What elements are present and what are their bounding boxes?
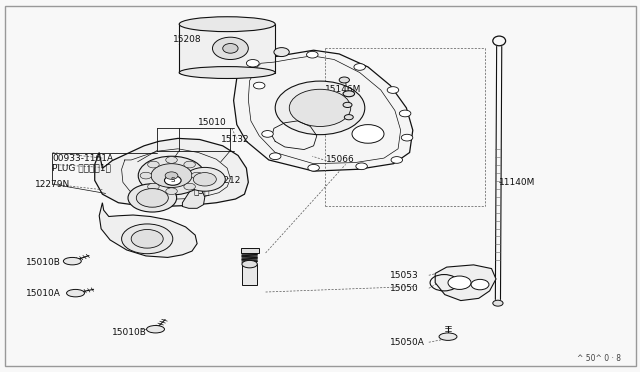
Text: 15053: 15053 [390, 271, 419, 280]
Polygon shape [234, 50, 413, 171]
Ellipse shape [179, 67, 275, 78]
Text: ^ 50^ 0 · 8: ^ 50^ 0 · 8 [577, 354, 621, 363]
Ellipse shape [166, 157, 177, 163]
Ellipse shape [399, 110, 411, 117]
Ellipse shape [147, 326, 164, 333]
Ellipse shape [262, 131, 273, 137]
Polygon shape [95, 138, 248, 206]
Ellipse shape [352, 125, 384, 143]
Polygon shape [182, 188, 205, 208]
Ellipse shape [164, 176, 181, 185]
Ellipse shape [191, 172, 203, 179]
Text: 15010: 15010 [198, 118, 227, 127]
Bar [179, 24, 275, 73]
Ellipse shape [140, 172, 152, 179]
Ellipse shape [193, 173, 216, 186]
Text: （5）: （5） [193, 186, 210, 195]
Text: S: S [171, 177, 175, 183]
Ellipse shape [63, 257, 81, 265]
Ellipse shape [289, 89, 351, 126]
Ellipse shape [179, 17, 275, 32]
Ellipse shape [343, 102, 352, 108]
Ellipse shape [439, 333, 457, 340]
Text: 15132: 15132 [221, 135, 250, 144]
Ellipse shape [354, 64, 365, 70]
Text: 15010B: 15010B [26, 258, 60, 267]
Ellipse shape [253, 82, 265, 89]
Ellipse shape [138, 156, 205, 195]
Ellipse shape [242, 260, 257, 268]
Text: ©08320-61212: ©08320-61212 [172, 176, 241, 185]
Text: 15208: 15208 [173, 35, 202, 44]
Ellipse shape [401, 134, 413, 141]
Ellipse shape [223, 44, 238, 53]
Text: 11140M: 11140M [499, 178, 536, 187]
Ellipse shape [184, 183, 195, 190]
Ellipse shape [339, 77, 349, 83]
Ellipse shape [471, 279, 489, 290]
Bar [241, 248, 259, 253]
Ellipse shape [166, 188, 177, 195]
Text: 15066: 15066 [326, 155, 355, 164]
Ellipse shape [131, 230, 163, 248]
Text: 15050A: 15050A [390, 338, 425, 347]
Ellipse shape [391, 157, 403, 163]
Ellipse shape [122, 224, 173, 254]
Ellipse shape [356, 163, 367, 170]
Ellipse shape [387, 87, 399, 93]
Ellipse shape [67, 289, 84, 297]
Text: PLUG プラグ（1）: PLUG プラグ（1） [52, 164, 111, 173]
Ellipse shape [269, 153, 281, 160]
Bar [242, 264, 257, 285]
Ellipse shape [148, 183, 159, 190]
Ellipse shape [307, 51, 318, 58]
Ellipse shape [151, 164, 192, 187]
Ellipse shape [246, 60, 259, 67]
Ellipse shape [136, 189, 168, 207]
Ellipse shape [274, 48, 289, 57]
Ellipse shape [184, 161, 195, 168]
Ellipse shape [184, 167, 225, 191]
Text: 15010A: 15010A [26, 289, 60, 298]
Ellipse shape [448, 276, 471, 289]
Ellipse shape [493, 300, 503, 306]
Text: 00933-1161A: 00933-1161A [52, 154, 114, 163]
Ellipse shape [343, 91, 355, 97]
Ellipse shape [128, 184, 177, 212]
Polygon shape [435, 265, 496, 301]
Text: 15146M: 15146M [325, 85, 362, 94]
Polygon shape [99, 203, 197, 257]
Ellipse shape [165, 172, 178, 179]
Ellipse shape [308, 164, 319, 171]
Ellipse shape [344, 115, 353, 120]
Text: 15050: 15050 [390, 284, 419, 293]
Ellipse shape [212, 37, 248, 60]
Ellipse shape [275, 81, 365, 135]
Text: 12279N: 12279N [35, 180, 70, 189]
Ellipse shape [148, 161, 159, 168]
Text: 15010B: 15010B [112, 328, 147, 337]
